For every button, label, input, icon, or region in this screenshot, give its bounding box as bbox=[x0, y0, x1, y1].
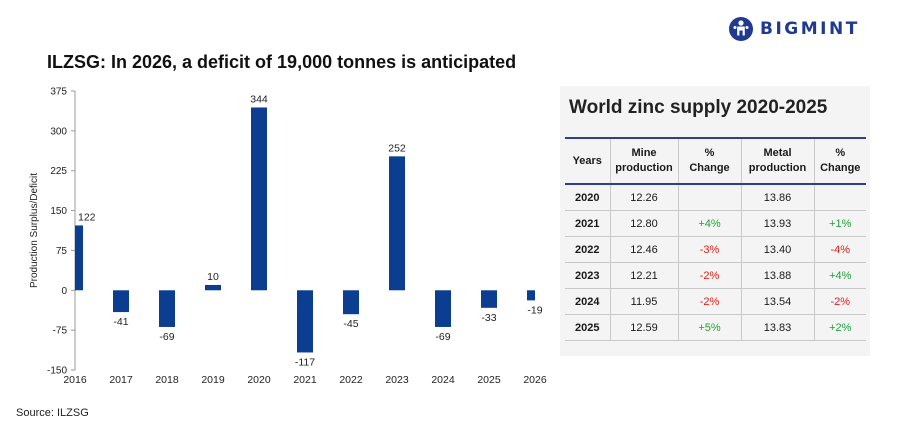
zinc-supply-table: Years Mine production % Change Metal produc… bbox=[565, 137, 866, 341]
bar bbox=[251, 107, 267, 291]
table-row: 2025 12.59 +5% 13.83 +2% bbox=[565, 314, 866, 341]
bar bbox=[343, 290, 359, 315]
y-tick-label: -150 bbox=[47, 366, 67, 377]
bar bbox=[159, 290, 175, 327]
brand-name: BIGMINT bbox=[760, 19, 860, 39]
x-tick-label: 2019 bbox=[201, 374, 225, 386]
header-metal-change: % Change bbox=[813, 138, 866, 184]
y-tick-label: 0 bbox=[61, 286, 67, 297]
cell-year: 2022 bbox=[565, 236, 610, 263]
cell-year: 2024 bbox=[565, 288, 610, 315]
x-tick-label: 2020 bbox=[247, 374, 271, 386]
header-mine-change: % Change bbox=[677, 138, 741, 184]
cell-mine-production: 12.80 bbox=[609, 210, 678, 237]
bar bbox=[113, 290, 129, 313]
table-row: 2022 12.46 -3% 13.40 -4% bbox=[565, 236, 866, 263]
bar bbox=[75, 225, 83, 291]
header-mine-production: Mine production bbox=[609, 138, 678, 184]
data-label: -41 bbox=[113, 316, 128, 328]
cell-year: 2025 bbox=[565, 314, 610, 341]
cell-year: 2021 bbox=[565, 210, 610, 237]
y-tick-label: 75 bbox=[56, 246, 68, 257]
source-note: Source: ILZSG bbox=[16, 407, 89, 419]
x-tick-label: 2026 bbox=[523, 374, 547, 386]
data-label: -69 bbox=[159, 331, 174, 343]
brand-logo: BIGMINT bbox=[728, 14, 860, 44]
table-row: 2023 12.21 -2% 13.88 +4% bbox=[565, 262, 866, 289]
table-row: 2024 11.95 -2% 13.54 -2% bbox=[565, 288, 866, 315]
data-label: 344 bbox=[250, 93, 268, 105]
y-axis-title: Production Surplus/Deficit bbox=[29, 173, 40, 288]
cell-mine-production: 12.46 bbox=[609, 236, 678, 263]
y-tick-label: 225 bbox=[50, 166, 67, 177]
cell-metal-change bbox=[813, 184, 866, 211]
data-label: -45 bbox=[343, 318, 358, 330]
data-label: 252 bbox=[388, 142, 406, 154]
cell-mine-production: 12.26 bbox=[609, 184, 678, 211]
cell-mine-change bbox=[677, 184, 741, 211]
table-row: 2021 12.80 +4% 13.93 +1% bbox=[565, 210, 866, 237]
cell-metal-change: +2% bbox=[813, 314, 866, 341]
bar bbox=[297, 290, 313, 353]
cell-metal-change: -4% bbox=[813, 236, 866, 263]
cell-mine-production: 11.95 bbox=[609, 288, 678, 315]
x-tick-label: 2025 bbox=[477, 374, 501, 386]
cell-mine-change: -3% bbox=[677, 236, 741, 263]
y-tick-label: 375 bbox=[50, 87, 67, 98]
bar bbox=[389, 156, 405, 291]
bigmint-logo-icon bbox=[729, 17, 753, 41]
cell-mine-change: +4% bbox=[677, 210, 741, 237]
y-tick-label: 300 bbox=[50, 126, 67, 137]
y-tick-label: 150 bbox=[50, 206, 67, 217]
x-tick-label: 2022 bbox=[339, 374, 363, 386]
cell-metal-change: +4% bbox=[813, 262, 866, 289]
zinc-supply-panel: World zinc supply 2020-2025 Years Mine pr… bbox=[560, 86, 870, 356]
x-tick-label: 2017 bbox=[109, 374, 133, 386]
surplus-deficit-bar-chart: -150 -75 0 75 150 225 300 375 Production Surplus… bbox=[29, 87, 547, 387]
x-tick-label: 2023 bbox=[385, 374, 409, 386]
table-header-row: Years Mine production % Change Metal produc… bbox=[565, 138, 866, 184]
cell-metal-production: 13.83 bbox=[740, 314, 814, 341]
bar bbox=[481, 290, 497, 308]
bar bbox=[205, 284, 221, 291]
x-tick-label: 2021 bbox=[293, 374, 317, 386]
data-label: 10 bbox=[207, 271, 219, 283]
cell-metal-production: 13.93 bbox=[740, 210, 814, 237]
bar bbox=[435, 290, 451, 327]
data-label: -33 bbox=[481, 312, 496, 324]
y-tick-label: -75 bbox=[53, 326, 68, 337]
x-tick-label: 2016 bbox=[63, 374, 87, 386]
table-row: 2020 12.26 13.86 bbox=[565, 184, 866, 211]
cell-metal-production: 13.54 bbox=[740, 288, 814, 315]
chart-title: ILZSG: In 2026, a deficit of 19,000 tonn… bbox=[47, 52, 517, 72]
table-title: World zinc supply 2020-2025 bbox=[569, 97, 828, 118]
data-label: -69 bbox=[435, 331, 450, 343]
cell-metal-production: 13.86 bbox=[740, 184, 814, 211]
header-years: Years bbox=[572, 154, 602, 167]
data-label: -19 bbox=[527, 304, 542, 316]
cell-year: 2020 bbox=[565, 184, 610, 211]
x-tick-label: 2024 bbox=[431, 374, 455, 386]
cell-mine-change: +5% bbox=[677, 314, 741, 341]
cell-metal-change: -2% bbox=[813, 288, 866, 315]
cell-metal-production: 13.88 bbox=[740, 262, 814, 289]
cell-mine-production: 12.59 bbox=[609, 314, 678, 341]
cell-mine-change: -2% bbox=[677, 288, 741, 315]
data-label: 122 bbox=[78, 211, 96, 223]
x-tick-label: 2018 bbox=[155, 374, 179, 386]
cell-metal-change: +1% bbox=[813, 210, 866, 237]
cell-mine-production: 12.21 bbox=[609, 262, 678, 289]
cell-metal-production: 13.40 bbox=[740, 236, 814, 263]
cell-year: 2023 bbox=[565, 262, 610, 289]
header-metal-production: Metal production bbox=[740, 138, 814, 184]
bar bbox=[527, 290, 535, 301]
cell-mine-change: -2% bbox=[677, 262, 741, 289]
data-label: -117 bbox=[295, 356, 315, 368]
